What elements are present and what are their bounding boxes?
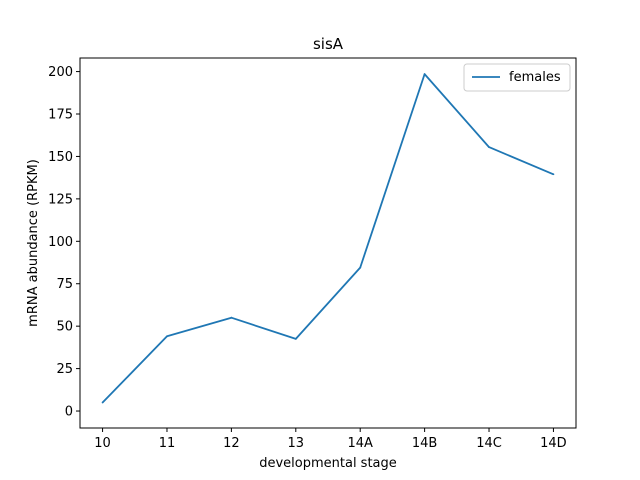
x-axis-label: developmental stage [259, 456, 397, 471]
x-tick-label: 14A [347, 436, 373, 451]
y-tick-label: 100 [48, 235, 73, 250]
data-point [423, 73, 426, 76]
y-tick-label: 50 [56, 320, 73, 335]
legend-label-females: females [509, 70, 561, 85]
y-tick-label: 125 [48, 192, 73, 207]
x-tick-label: 14C [476, 436, 502, 451]
y-tick-label: 75 [56, 277, 73, 292]
data-point [101, 401, 104, 404]
series-line-females [101, 73, 554, 404]
y-tick-label: 150 [48, 150, 73, 165]
data-point [359, 266, 362, 269]
series-layer [101, 73, 555, 404]
y-tick-label: 200 [48, 65, 73, 80]
x-tick-label: 14B [412, 436, 437, 451]
x-tick-label: 11 [159, 436, 176, 451]
y-tick-label: 25 [56, 362, 73, 377]
y-axis: 0 25 50 75 100 125 150 175 200 [48, 65, 80, 420]
data-point [294, 337, 297, 340]
y-axis-label: mRNA abundance (RPKM) [26, 159, 41, 327]
y-tick-label: 175 [48, 108, 73, 123]
data-point [552, 173, 555, 176]
x-tick-label: 12 [223, 436, 240, 451]
x-tick-label: 14D [540, 436, 567, 451]
chart-title: sisA [313, 35, 344, 53]
plot-area [79, 57, 577, 429]
x-tick-label: 10 [94, 436, 111, 451]
data-point [166, 335, 168, 338]
x-axis: 10 11 12 13 14A 14B 14C 14D [94, 428, 567, 451]
legend: females [463, 63, 571, 92]
legend-box [463, 63, 571, 92]
y-tick-label: 0 [65, 405, 73, 420]
data-point [230, 316, 233, 319]
data-point [488, 146, 490, 149]
x-tick-label: 13 [288, 436, 305, 451]
